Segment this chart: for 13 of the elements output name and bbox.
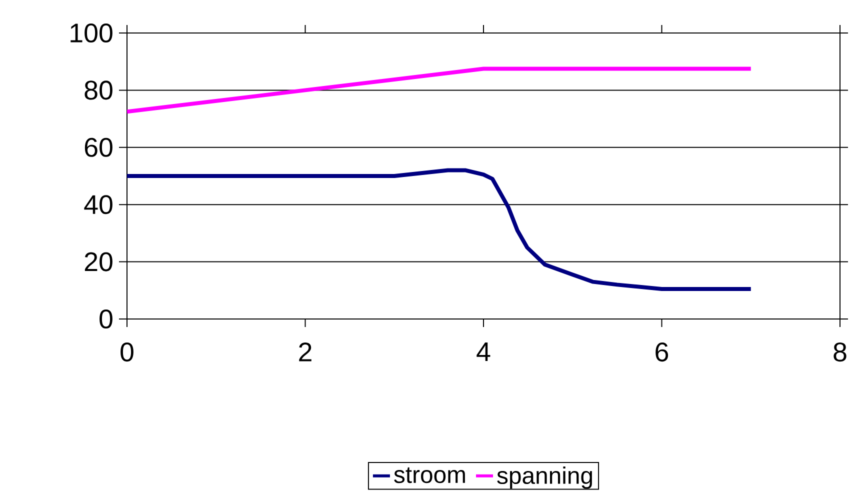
x-tick-label: 4 [476, 342, 490, 362]
y-tick-label: 100 [70, 23, 112, 43]
x-tick-label: 6 [656, 342, 668, 362]
y-tick-label: 80 [84, 80, 112, 100]
x-tick-label: 2 [299, 342, 312, 362]
legend-label: stroom [394, 467, 465, 484]
y-tick-label: 0 [100, 309, 112, 329]
y-tick-label: 60 [84, 138, 112, 157]
y-tick-label: 40 [84, 195, 112, 214]
x-tick-label: 8 [834, 342, 846, 362]
x-tick-label: 0 [120, 342, 134, 362]
legend-label: spanning [497, 466, 592, 489]
y-tick-label: 20 [84, 252, 112, 272]
